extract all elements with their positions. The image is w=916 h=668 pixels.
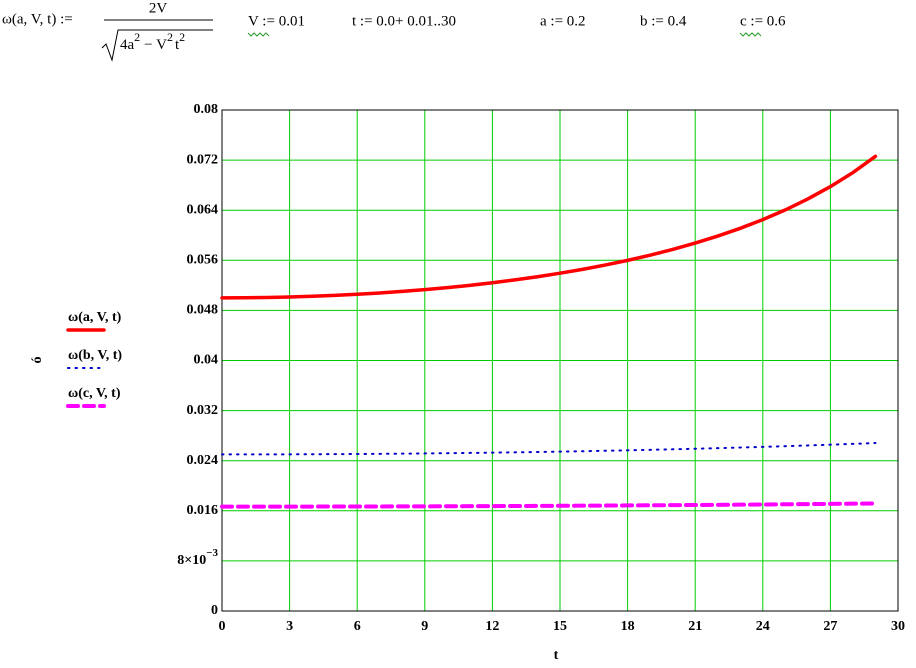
y-tick-label: 0.08 (194, 102, 219, 117)
plot-frame (221, 109, 899, 612)
x-tick-label: 21 (688, 619, 702, 634)
spell-underline (247, 32, 762, 37)
radical (101, 29, 213, 62)
formula: ω(a, V, t) := 2V 4a2− V2t2 V := 0.01 t :… (2, 0, 786, 62)
x-tick-label: 9 (421, 619, 428, 634)
x-tick-label: 6 (354, 619, 361, 634)
exponent: 2 (179, 30, 185, 44)
radicand-t: t (175, 37, 180, 53)
x-tick-label: 0 (219, 619, 226, 634)
y-tick-label: 0.024 (187, 453, 219, 468)
radicand-v: − V (144, 37, 167, 53)
chart: 0 3 6 9 12 15 18 21 24 27 30 0 8×10−3 0.016 0.024 0.032… (30, 102, 905, 663)
series-line (220, 501, 878, 509)
x-tick-label: 24 (756, 619, 770, 634)
legend-label: ω(b, V, t) (68, 348, 122, 363)
y-tick-label: 0 (211, 603, 218, 618)
assignment: c := 0.6 (740, 13, 786, 29)
y-tick-label: 0.056 (187, 253, 219, 268)
y-tick-label: 0.016 (187, 503, 219, 518)
assignment: t := 0.0+ 0.01..30 (352, 13, 456, 29)
x-axis-label: t (554, 648, 559, 663)
assignment: V := 0.01 (248, 13, 305, 29)
y-tick-label: 8×10−3 (177, 546, 218, 568)
series-line (220, 154, 878, 300)
assignment: b := 0.4 (640, 13, 687, 29)
y-tick-label: 0.072 (187, 152, 219, 167)
y-axis-label: ó (30, 357, 45, 364)
exponent: 2 (167, 30, 173, 44)
x-tick-label: 15 (553, 619, 567, 634)
exponent: 2 (134, 30, 140, 44)
y-tick-label: 0.064 (187, 202, 219, 217)
x-tick-label: 12 (485, 619, 499, 634)
assignment: a := 0.2 (540, 13, 586, 29)
tick-exponent: −3 (206, 546, 218, 558)
y-tick-label: 0.04 (194, 353, 219, 368)
series-line (221, 442, 877, 456)
y-tick-label: 0.032 (187, 403, 219, 418)
definition-lhs: ω(a, V, t) := (2, 11, 73, 27)
x-tick-label: 30 (891, 619, 905, 634)
legend-label: ω(a, V, t) (68, 310, 122, 325)
tick-mantissa: 8×10 (177, 553, 206, 568)
x-tick-label: 3 (286, 619, 293, 634)
x-tick-label: 27 (823, 619, 837, 634)
y-tick-label: 0.048 (187, 303, 219, 318)
legend-label: ω(c, V, t) (68, 386, 121, 401)
numerator: 2V (149, 0, 168, 16)
x-tick-label: 18 (621, 619, 635, 634)
radicand: 4a2− V2t2 (120, 30, 185, 54)
radicand-a: 4a (120, 37, 135, 53)
